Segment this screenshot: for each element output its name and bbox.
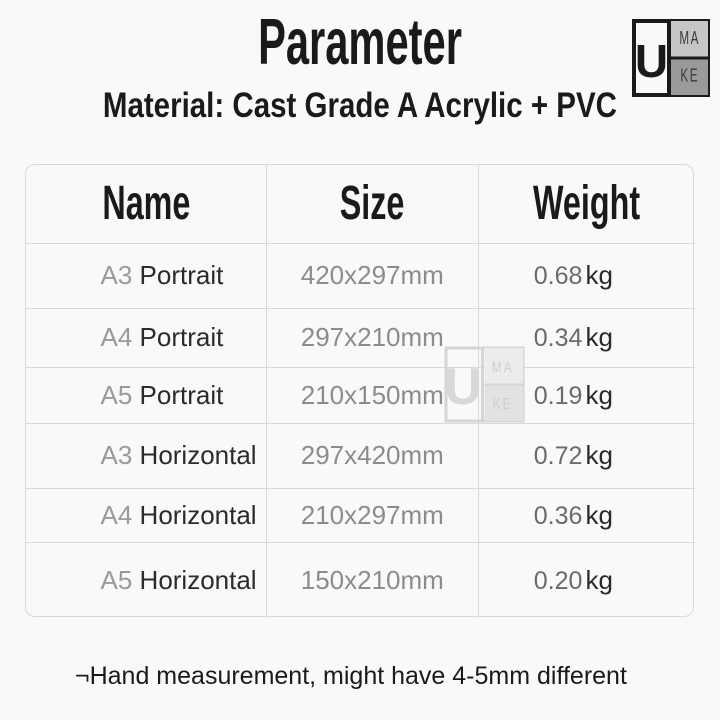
svg-text:KE: KE — [680, 66, 699, 86]
svg-text:MA: MA — [679, 28, 700, 48]
svg-text:MA: MA — [492, 358, 514, 376]
svg-text:KE: KE — [493, 395, 513, 413]
svg-text:U: U — [635, 35, 668, 87]
svg-text:U: U — [444, 358, 482, 416]
